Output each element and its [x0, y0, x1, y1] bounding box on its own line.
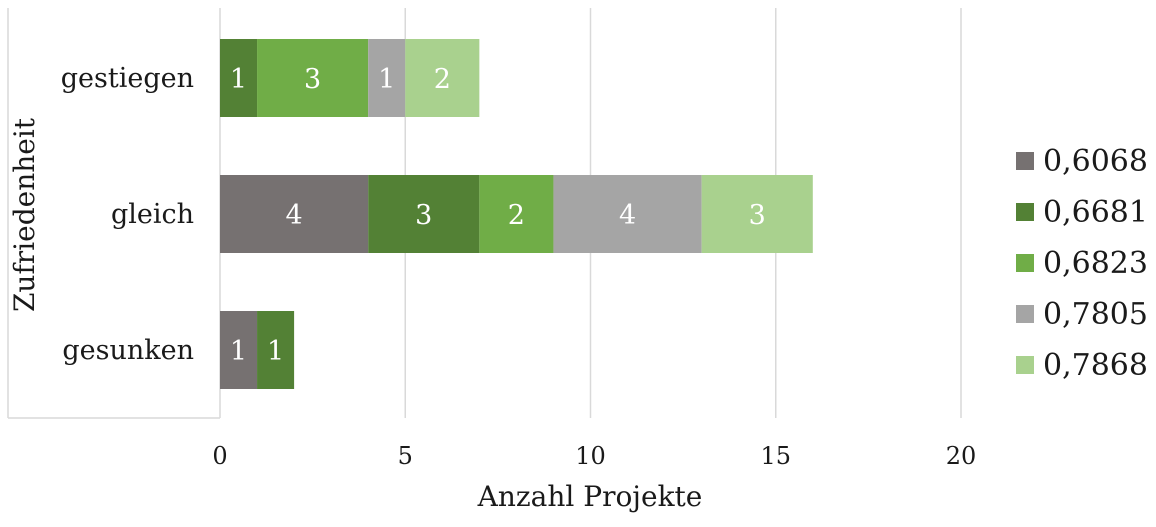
- legend-swatch: [1016, 254, 1034, 272]
- legend-label: 0,7868: [1043, 348, 1148, 383]
- legend-label: 0,7805: [1043, 297, 1148, 332]
- bar-segment: [220, 175, 369, 253]
- data-label: 1: [267, 336, 284, 367]
- x-tick-label: 5: [398, 442, 413, 470]
- legend-label: 0,6823: [1043, 246, 1148, 281]
- bar-segment: [553, 175, 702, 253]
- data-label: 4: [619, 200, 636, 231]
- x-tick-label: 15: [760, 442, 791, 470]
- bar-segment: [405, 39, 480, 117]
- legend-swatch: [1016, 203, 1034, 221]
- legend-swatch: [1016, 305, 1034, 323]
- legend: 0,6068 0,6681 0,6823 0,7805 0,7868: [1016, 144, 1148, 383]
- data-label: 1: [230, 336, 247, 367]
- bar-segment: [368, 175, 480, 253]
- axes: 0 5 10 15 20 gestiegen gleich gesunken: [7, 8, 977, 470]
- bar-segment: [220, 311, 258, 389]
- x-tick-label: 0: [212, 442, 227, 470]
- x-tick-label: 10: [575, 442, 606, 470]
- legend-swatch: [1016, 356, 1034, 374]
- data-label: 3: [749, 200, 766, 231]
- y-category-label: gestiegen: [61, 63, 194, 94]
- data-label: 4: [286, 200, 303, 231]
- y-axis-title: Zufriedenheit: [8, 117, 41, 312]
- legend-label: 0,6681: [1043, 195, 1148, 230]
- data-label: 2: [434, 64, 451, 95]
- bar-segment: [701, 175, 813, 253]
- bar-segment: [257, 39, 369, 117]
- data-label: 1: [230, 64, 247, 95]
- y-category-label: gesunken: [62, 335, 194, 366]
- data-label: 2: [508, 200, 525, 231]
- y-category-label: gleich: [111, 199, 194, 230]
- bars: 1 3 1 24 3 2 4 31 1: [220, 39, 813, 389]
- legend-swatch: [1016, 152, 1034, 170]
- bar-segment: [257, 311, 295, 389]
- bar-segment: [479, 175, 554, 253]
- x-tick-label: 20: [946, 442, 977, 470]
- data-label: 3: [415, 200, 432, 231]
- legend-label: 0,6068: [1043, 144, 1148, 179]
- bar-segment: [220, 39, 258, 117]
- bar-segment: [368, 39, 406, 117]
- x-axis-title: Anzahl Projekte: [477, 480, 703, 513]
- data-label: 3: [304, 64, 321, 95]
- data-label: 1: [378, 64, 395, 95]
